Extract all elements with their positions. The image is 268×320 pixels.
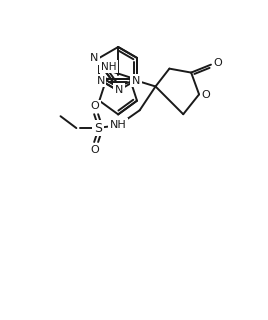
Text: O: O <box>214 58 222 68</box>
Text: O: O <box>91 145 99 155</box>
Text: S: S <box>94 122 102 135</box>
Text: N: N <box>115 84 123 95</box>
Text: O: O <box>202 90 210 100</box>
Text: N: N <box>90 53 99 63</box>
Text: O: O <box>91 101 99 111</box>
Text: NH: NH <box>110 120 126 130</box>
Text: N: N <box>132 76 140 85</box>
Text: N: N <box>96 76 105 85</box>
Text: NH: NH <box>101 62 116 72</box>
